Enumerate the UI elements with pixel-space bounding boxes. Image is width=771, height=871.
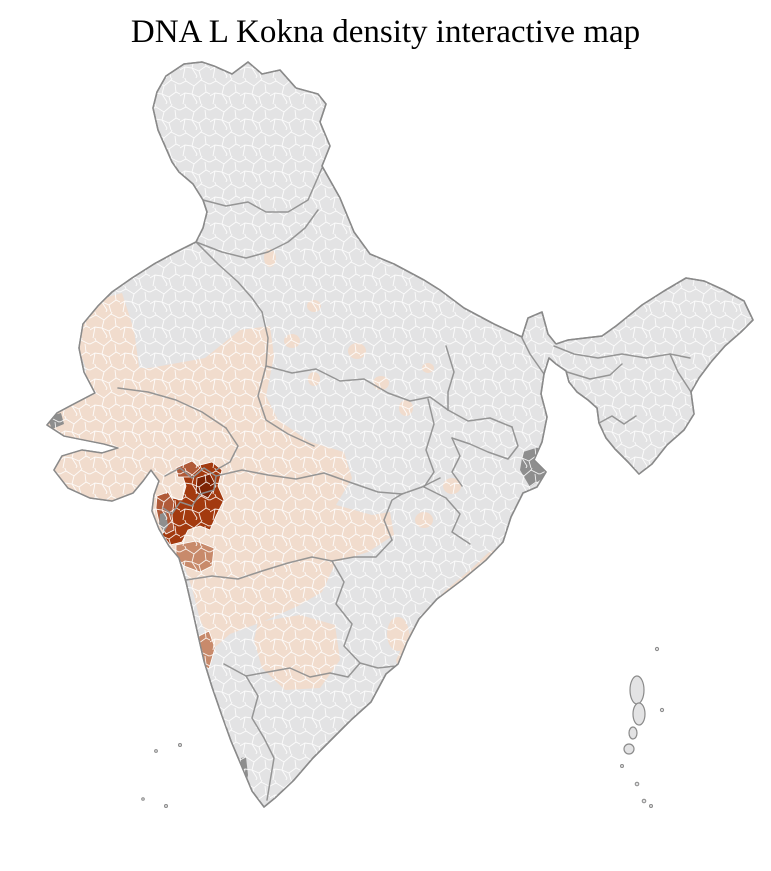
islet bbox=[634, 781, 640, 787]
lakshadweep-islands bbox=[141, 743, 182, 808]
state-boundaries bbox=[117, 167, 692, 801]
islet bbox=[641, 798, 647, 804]
islet bbox=[654, 646, 660, 652]
andaman-nicobar-islands[interactable] bbox=[620, 646, 665, 808]
island[interactable] bbox=[623, 743, 635, 755]
island[interactable] bbox=[629, 675, 645, 705]
islet bbox=[620, 764, 624, 768]
island[interactable] bbox=[628, 726, 638, 740]
islet bbox=[164, 804, 168, 808]
islet bbox=[649, 804, 653, 808]
island[interactable] bbox=[632, 702, 646, 726]
islet bbox=[154, 749, 158, 753]
map-title: DNA L Kokna density interactive map bbox=[130, 14, 641, 50]
islet bbox=[178, 743, 182, 747]
national-border bbox=[46, 61, 754, 808]
islet bbox=[141, 797, 145, 801]
islet bbox=[659, 707, 665, 713]
